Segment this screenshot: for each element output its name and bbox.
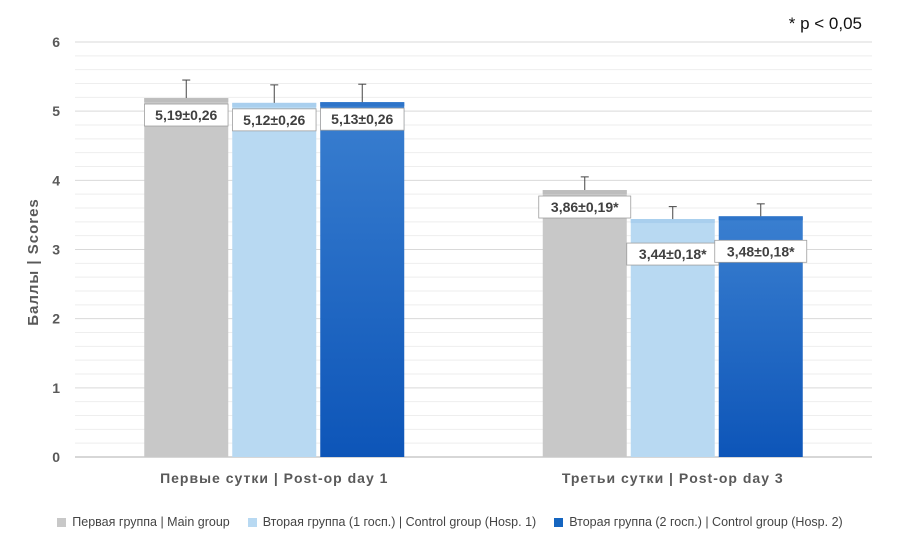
legend-label: Вторая группа (2 госп.) | Control group … xyxy=(569,515,843,529)
bar xyxy=(320,102,405,458)
bar xyxy=(144,98,229,458)
bar-top-edge xyxy=(542,190,627,195)
y-tick-label: 5 xyxy=(52,103,60,119)
data-label: 5,13±0,26 xyxy=(320,107,405,131)
y-tick-label: 2 xyxy=(52,311,60,327)
error-bar xyxy=(182,79,191,99)
legend-item: Вторая группа (2 госп.) | Control group … xyxy=(554,515,843,529)
data-label-text: 3,48±0,18* xyxy=(727,243,795,259)
data-label: 3,44±0,18* xyxy=(626,242,720,266)
x-axis-ticks: Первые сутки | Post-op day 1 Третьи сутки… xyxy=(160,470,784,486)
legend-item: Вторая группа (1 госп.) | Control group … xyxy=(247,515,537,529)
x-tick-label: Первые сутки | Post-op day 1 xyxy=(160,470,388,486)
y-tick-label: 4 xyxy=(52,172,60,188)
bars xyxy=(144,98,803,458)
error-bar xyxy=(668,206,677,220)
data-label-text: 3,44±0,18* xyxy=(639,246,707,262)
data-label-text: 5,19±0,26 xyxy=(155,107,217,123)
data-label-text: 5,13±0,26 xyxy=(331,111,393,127)
error-bar xyxy=(756,203,765,217)
data-label-text: 3,86±0,19* xyxy=(551,199,619,215)
error-bar xyxy=(580,176,589,191)
y-axis-ticks: 0 1 2 3 4 5 6 xyxy=(52,34,60,465)
legend: Первая группа | Main group Вторая группа … xyxy=(0,515,900,529)
data-label: 5,19±0,26 xyxy=(144,103,229,127)
bar-top-edge xyxy=(144,98,229,103)
error-bar xyxy=(270,84,279,103)
y-tick-label: 6 xyxy=(52,34,60,50)
bar-top-edge xyxy=(320,102,405,107)
data-label-text: 5,12±0,26 xyxy=(243,112,305,128)
data-label: 3,86±0,19* xyxy=(538,195,632,219)
y-axis-label: Баллы | Scores xyxy=(25,198,42,326)
x-tick-label: Третьи сутки | Post-op day 3 xyxy=(562,470,784,486)
bar xyxy=(542,190,627,457)
bar xyxy=(232,102,317,457)
legend-swatch xyxy=(554,517,564,527)
legend-swatch xyxy=(247,517,257,527)
bar-top-edge xyxy=(232,102,317,107)
y-tick-label: 3 xyxy=(52,242,60,258)
data-label: 3,48±0,18* xyxy=(714,239,808,263)
legend-swatch xyxy=(57,517,67,527)
data-labels: 5,19±0,26 5,12±0,26 5,13±0,26 3,86±0,19* 3,4… xyxy=(144,103,808,266)
significance-note: * p < 0,05 xyxy=(788,14,862,33)
data-label: 5,12±0,26 xyxy=(232,108,317,132)
y-tick-label: 0 xyxy=(52,449,60,465)
bar-top-edge xyxy=(718,216,803,221)
legend-label: Вторая группа (1 госп.) | Control group … xyxy=(262,515,537,529)
error-bar xyxy=(358,83,367,103)
legend-label: Первая группа | Main group xyxy=(72,515,230,529)
error-bars xyxy=(182,79,765,220)
y-tick-label: 1 xyxy=(52,380,60,396)
bar-top-edge xyxy=(630,219,715,224)
legend-item: Первая группа | Main group xyxy=(57,515,230,529)
